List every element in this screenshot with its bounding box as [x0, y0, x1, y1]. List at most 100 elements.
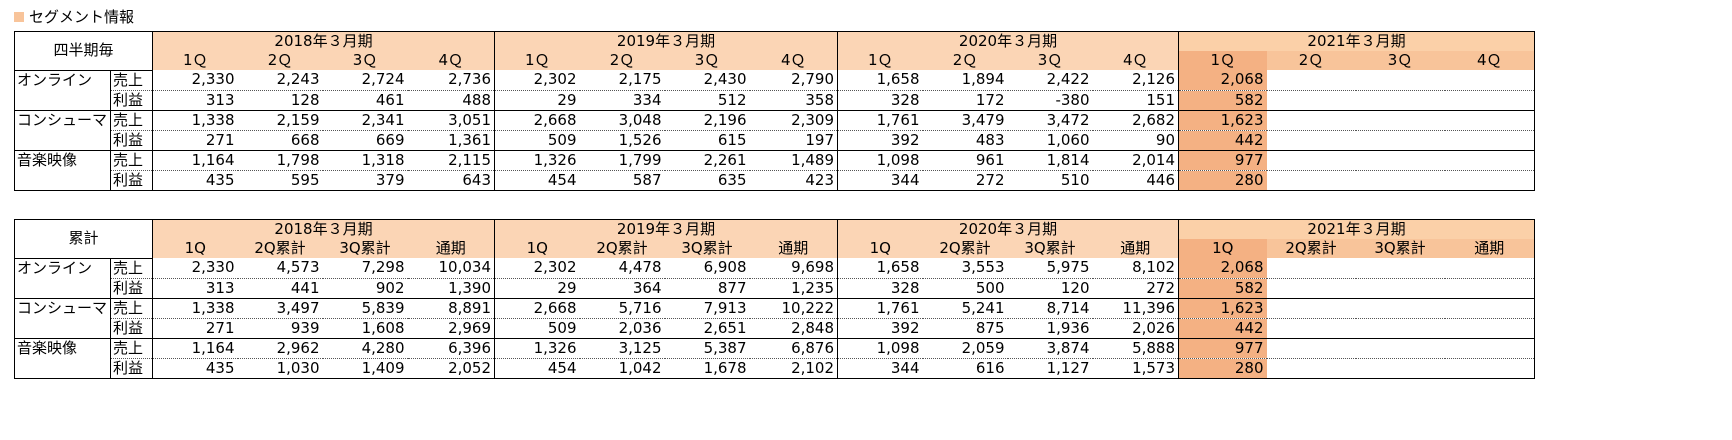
value-cell: 1,164 — [152, 150, 238, 171]
value-cell: 1,318 — [322, 150, 408, 171]
value-cell: 2,059 — [922, 338, 1008, 359]
value-cell: 2,261 — [664, 150, 750, 171]
value-cell: 1,326 — [494, 150, 580, 171]
value-cell: 615 — [664, 130, 750, 151]
value-cell: 446 — [1092, 170, 1180, 191]
metric-label: 利益 — [110, 358, 154, 379]
value-cell: 1,799 — [579, 150, 665, 171]
value-cell: 392 — [837, 130, 923, 151]
value-cell: 1,164 — [152, 338, 238, 359]
value-cell: 1,573 — [1092, 358, 1180, 379]
value-cell — [1355, 338, 1445, 359]
value-cell: 29 — [494, 278, 580, 299]
value-cell: 151 — [1092, 90, 1180, 111]
value-cell: 8,102 — [1092, 258, 1180, 279]
value-cell: 4,573 — [237, 258, 323, 279]
value-cell: 1,761 — [837, 298, 923, 319]
value-cell: 1,390 — [407, 278, 496, 299]
value-cell: 454 — [494, 170, 580, 191]
value-cell: 1,409 — [322, 358, 408, 379]
value-cell: 875 — [922, 318, 1008, 339]
value-cell: 454 — [494, 358, 580, 379]
value-cell: 2,159 — [237, 110, 323, 131]
value-cell: 2,102 — [749, 358, 839, 379]
value-cell — [1266, 170, 1356, 191]
segment-name: オンライン — [13, 69, 111, 111]
value-cell: 1,623 — [1178, 298, 1267, 319]
value-cell: 668 — [237, 130, 323, 151]
period-header: 2Ｑ — [237, 51, 323, 70]
value-cell — [1444, 358, 1536, 379]
value-cell: 1,814 — [1007, 150, 1093, 171]
value-cell: 423 — [749, 170, 839, 191]
value-cell: 271 — [152, 318, 238, 339]
value-cell: 5,387 — [664, 338, 750, 359]
value-cell: 2,422 — [1007, 70, 1093, 91]
period-header: 通期 — [1444, 239, 1536, 258]
value-cell: 3,125 — [579, 338, 665, 359]
metric-label: 売上 — [110, 110, 154, 131]
value-cell: 582 — [1178, 90, 1267, 111]
period-header: 2Ｑ — [1266, 51, 1356, 70]
quarterly-segment-table: 四半期毎 2018年３月期 2019年３月期 2020年３月期 2021年３月期 1Ｑ 2Ｑ… — [13, 31, 1536, 191]
value-cell: 587 — [579, 170, 665, 191]
value-cell — [1355, 170, 1445, 191]
value-cell: 977 — [1178, 150, 1267, 171]
value-cell — [1444, 70, 1536, 91]
value-cell: 1,098 — [837, 150, 923, 171]
period-header: 1Ｑ — [494, 51, 580, 70]
value-cell: 1,894 — [922, 70, 1008, 91]
value-cell: 435 — [152, 170, 238, 191]
period-header: 1Ｑ — [837, 51, 923, 70]
value-cell: 1,608 — [322, 318, 408, 339]
value-cell — [1266, 298, 1356, 319]
value-cell: 2,014 — [1092, 150, 1180, 171]
value-cell: 1,798 — [237, 150, 323, 171]
period-header: 通期 — [749, 239, 839, 258]
value-cell: 379 — [322, 170, 408, 191]
value-cell: 5,839 — [322, 298, 408, 319]
value-cell: 1,326 — [494, 338, 580, 359]
value-cell: 1,338 — [152, 110, 238, 131]
value-cell: -380 — [1007, 90, 1093, 111]
value-cell: 29 — [494, 90, 580, 111]
period-header: 3Q累計 — [322, 239, 408, 258]
value-cell: 2,341 — [322, 110, 408, 131]
value-cell: 1,526 — [579, 130, 665, 151]
value-cell — [1266, 150, 1356, 171]
year-header: 2019年３月期 — [494, 219, 839, 239]
table-corner-label: 四半期毎 — [13, 31, 154, 71]
period-header: 2Q累計 — [1266, 239, 1356, 258]
value-cell: 5,241 — [922, 298, 1008, 319]
value-cell: 280 — [1178, 358, 1267, 379]
value-cell: 509 — [494, 130, 580, 151]
value-cell — [1266, 130, 1356, 151]
value-cell: 2,790 — [749, 70, 839, 91]
value-cell: 6,908 — [664, 258, 750, 279]
value-cell: 5,975 — [1007, 258, 1093, 279]
segment-name: 音楽映像 — [13, 149, 111, 191]
value-cell: 2,036 — [579, 318, 665, 339]
segment-name: コンシューマ — [13, 109, 111, 151]
period-header: 4Ｑ — [1444, 51, 1536, 70]
value-cell: 3,553 — [922, 258, 1008, 279]
value-cell: 358 — [749, 90, 839, 111]
value-cell: 313 — [152, 90, 238, 111]
metric-label: 利益 — [110, 278, 154, 299]
period-header: 2Q累計 — [237, 239, 323, 258]
value-cell: 2,196 — [664, 110, 750, 131]
year-header: 2021年３月期 — [1178, 31, 1536, 51]
table-corner-label: 累計 — [13, 219, 154, 259]
value-cell: 2,962 — [237, 338, 323, 359]
value-cell — [1444, 130, 1536, 151]
year-header: 2018年３月期 — [152, 219, 496, 239]
value-cell — [1444, 278, 1536, 299]
value-cell: 877 — [664, 278, 750, 299]
value-cell: 1,127 — [1007, 358, 1093, 379]
value-cell — [1355, 278, 1445, 299]
period-header: 1Q — [837, 239, 923, 258]
value-cell: 272 — [1092, 278, 1180, 299]
period-header: 3Q累計 — [1355, 239, 1445, 258]
value-cell: 4,280 — [322, 338, 408, 359]
value-cell: 441 — [237, 278, 323, 299]
